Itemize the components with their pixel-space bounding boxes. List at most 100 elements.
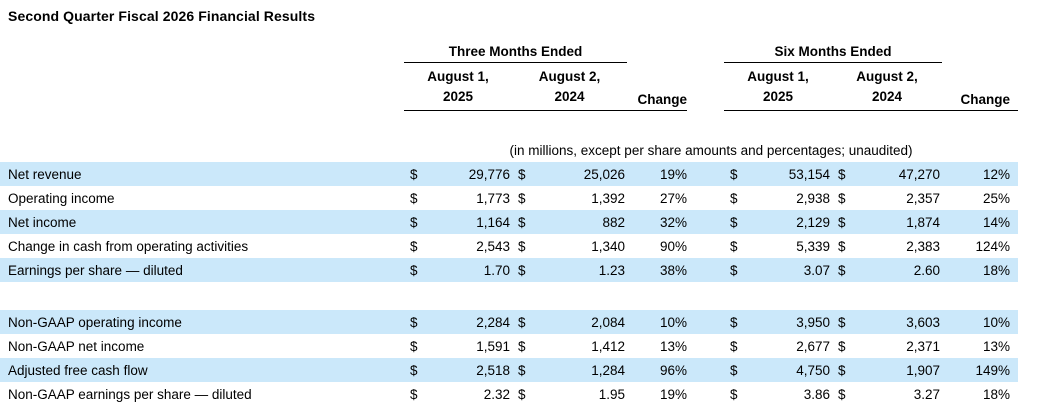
currency-symbol: $ (832, 258, 853, 282)
currency-symbol: $ (404, 358, 420, 382)
value-sm-change: 25% (983, 190, 1011, 206)
row-label: Net income (0, 210, 404, 234)
value-tm-2025: 2,518 (420, 358, 512, 382)
value-tm-change: 10% (627, 310, 688, 334)
value-sm-2025: 53,154 (744, 162, 833, 186)
currency-symbol: $ (512, 162, 532, 186)
row-label: Earnings per share — diluted (0, 258, 404, 282)
value-tm-change: 38% (627, 258, 688, 282)
value-sm-2024: 3.27 (913, 386, 941, 402)
group-header-three-months: Three Months Ended (404, 32, 628, 63)
value-tm-change: 19% (627, 162, 688, 186)
value-sm-2024: 2,357 (906, 190, 941, 206)
currency-symbol: $ (518, 238, 526, 254)
value-sm-change: 10% (942, 310, 1019, 334)
table-row-change-in-cash: Change in cash from operating activities… (0, 234, 1018, 258)
currency-symbol: $ (832, 210, 853, 234)
value-tm-2024: 1,412 (591, 338, 626, 354)
currency-symbol: $ (730, 238, 738, 254)
value-tm-2025: 2,543 (476, 238, 510, 254)
value-tm-2025: 1,164 (420, 210, 512, 234)
column-header-aug1-2025-six: August 1, 2025 (724, 62, 833, 111)
value-tm-2024: 1.23 (532, 258, 628, 282)
currency-symbol: $ (724, 310, 745, 334)
group-header-row: Three Months Ended Six Months Ended (0, 32, 1018, 63)
value-sm-2024: 3,603 (852, 310, 943, 334)
row-label: Operating income (8, 190, 115, 206)
table-row-non-gaap-operating-income: Non-GAAP operating income $ 2,284 $ 2,08… (0, 310, 1019, 334)
row-label: Net revenue (0, 162, 404, 186)
currency-symbol: $ (410, 338, 418, 354)
value-sm-2024: 1,874 (852, 210, 943, 234)
currency-symbol: $ (512, 210, 532, 234)
value-sm-2024: 2,371 (906, 338, 941, 354)
currency-symbol: $ (838, 338, 846, 354)
currency-symbol: $ (404, 310, 420, 334)
column-header-aug2-2024: August 2, 2024 (512, 62, 628, 111)
column-header-aug2-2024-six: August 2, 2024 (832, 62, 943, 111)
currency-symbol: $ (518, 386, 526, 402)
currency-symbol: $ (832, 310, 853, 334)
financial-results-table: Three Months Ended Six Months Ended Augu… (0, 32, 1019, 406)
table-row-eps-diluted: Earnings per share — diluted $ 1.70 $ 1.… (0, 258, 1019, 282)
value-tm-2024: 2,084 (532, 310, 628, 334)
value-tm-change: 90% (659, 238, 688, 254)
value-tm-change: 19% (659, 386, 688, 402)
table-row-non-gaap-net-income: Non-GAAP net income $ 1,591 $ 1,412 13% … (0, 334, 1018, 358)
row-label: Adjusted free cash flow (0, 358, 404, 382)
table-row-net-income: Net income $ 1,164 $ 882 32% $ 2,129 $ 1… (0, 210, 1019, 234)
currency-symbol: $ (832, 358, 853, 382)
column-header-aug1-2025: August 1, 2025 (404, 62, 512, 111)
value-tm-2025: 1,591 (476, 338, 510, 354)
value-sm-2024: 2.60 (852, 258, 943, 282)
value-sm-2025: 3,950 (744, 310, 833, 334)
currency-symbol: $ (730, 338, 738, 354)
currency-symbol: $ (518, 190, 526, 206)
currency-symbol: $ (404, 258, 420, 282)
value-sm-2025: 2,938 (796, 190, 831, 206)
value-sm-2025: 2,129 (744, 210, 833, 234)
units-note-row: (in millions, except per share amounts a… (0, 138, 1018, 162)
row-label: Non-GAAP net income (8, 338, 145, 354)
currency-symbol: $ (730, 190, 738, 206)
currency-symbol: $ (410, 386, 418, 402)
page-title: Second Quarter Fiscal 2026 Financial Res… (8, 8, 316, 24)
currency-symbol: $ (404, 162, 420, 186)
value-tm-2025: 1,773 (476, 190, 510, 206)
group-header-six-months: Six Months Ended (724, 32, 943, 63)
row-label: Change in cash from operating activities (8, 238, 249, 254)
currency-symbol: $ (410, 190, 418, 206)
currency-symbol: $ (410, 238, 418, 254)
table-row-net-revenue: Net revenue $ 29,776 $ 25,026 19% $ 53,1… (0, 162, 1019, 186)
value-sm-2024: 1,907 (852, 358, 943, 382)
value-sm-change: 13% (983, 338, 1011, 354)
currency-symbol: $ (724, 162, 745, 186)
value-tm-2025: 2.32 (483, 386, 510, 402)
value-sm-2025: 4,750 (744, 358, 833, 382)
value-sm-change: 124% (975, 238, 1011, 254)
value-sm-2024: 2,383 (906, 238, 941, 254)
units-note: (in millions, except per share amounts a… (509, 142, 913, 158)
value-tm-2024: 1,392 (591, 190, 626, 206)
currency-symbol: $ (404, 210, 420, 234)
currency-symbol: $ (512, 258, 532, 282)
value-tm-change: 27% (659, 190, 688, 206)
currency-symbol: $ (724, 258, 745, 282)
value-tm-change: 96% (627, 358, 688, 382)
currency-symbol: $ (724, 210, 745, 234)
value-sm-2025: 3.86 (803, 386, 831, 402)
value-tm-2025: 29,776 (420, 162, 512, 186)
currency-symbol: $ (512, 310, 532, 334)
value-tm-2024: 1,340 (591, 238, 626, 254)
value-tm-change: 32% (627, 210, 688, 234)
value-tm-2024: 25,026 (532, 162, 628, 186)
value-sm-change: 149% (942, 358, 1019, 382)
column-header-change-six-months: Change (942, 62, 1019, 111)
header-spacer-row (0, 110, 1018, 138)
value-sm-change: 14% (942, 210, 1019, 234)
value-sm-2025: 3.07 (744, 258, 833, 282)
value-tm-2024: 1.95 (598, 386, 626, 402)
table-row-non-gaap-eps-diluted: Non-GAAP earnings per share — diluted $ … (0, 382, 1018, 406)
value-tm-2024: 882 (532, 210, 628, 234)
currency-symbol: $ (838, 190, 846, 206)
